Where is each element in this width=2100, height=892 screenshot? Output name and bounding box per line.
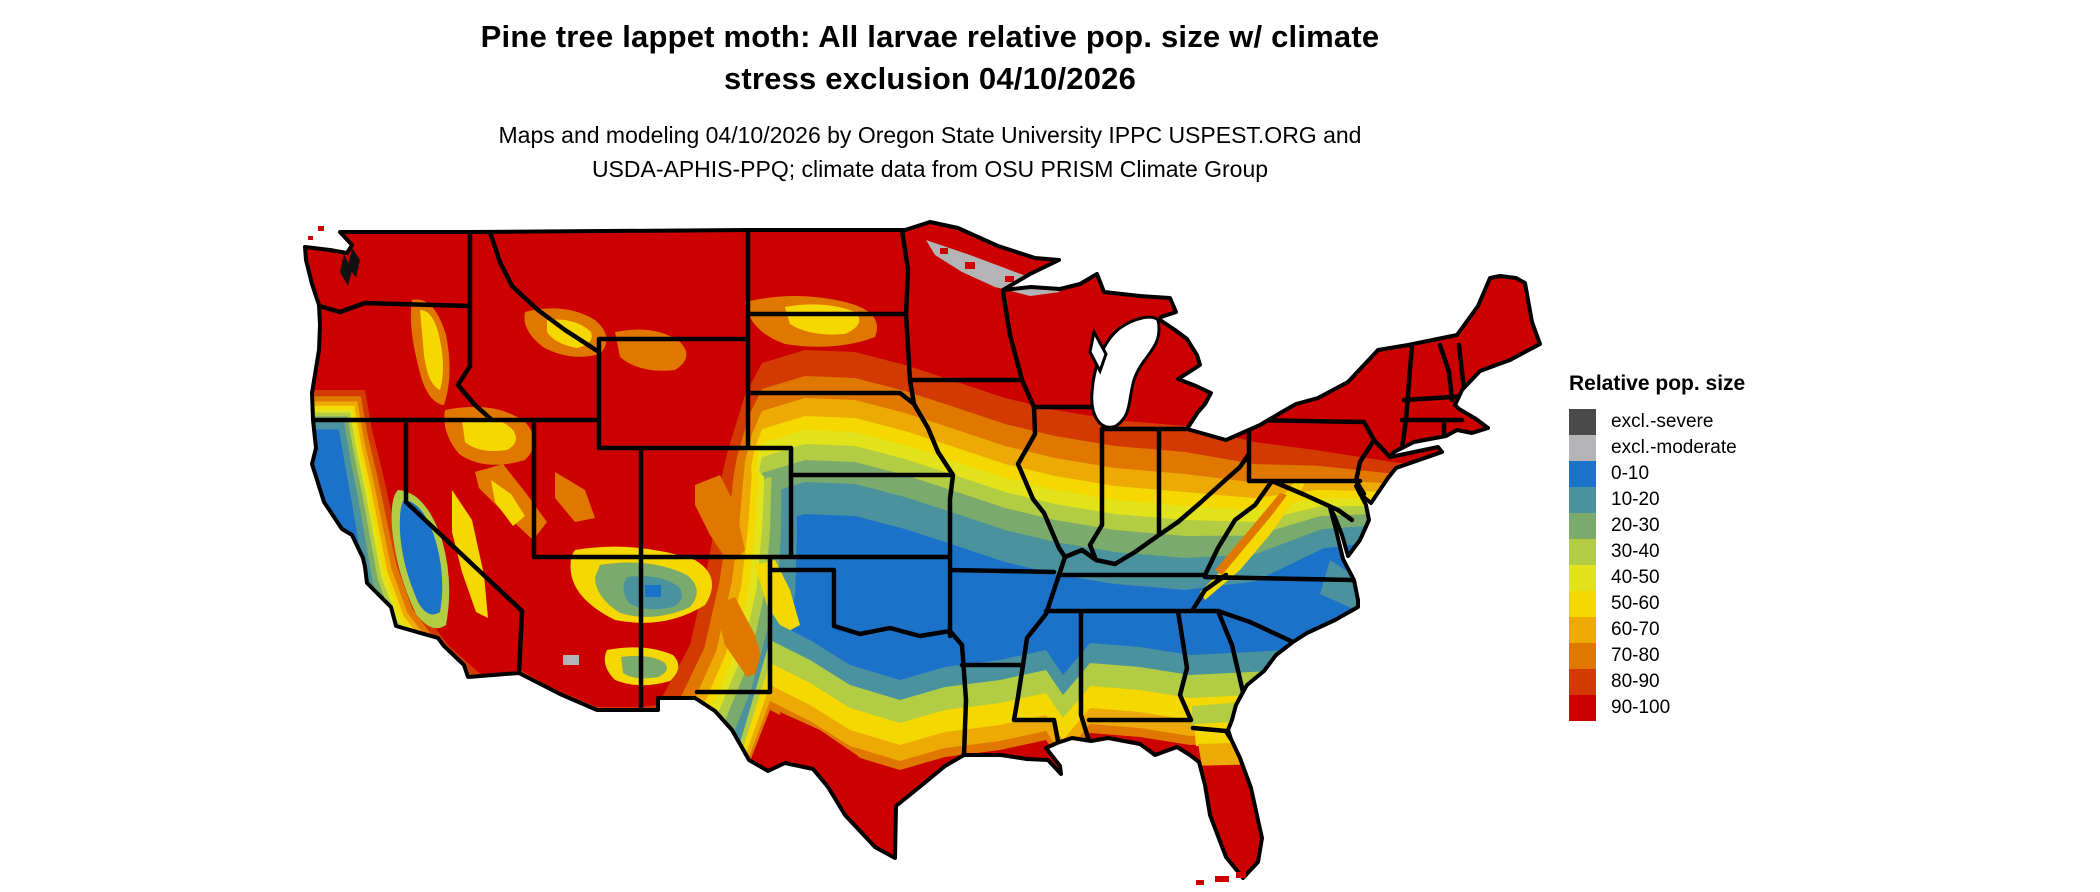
- legend-item-label: 20-30: [1611, 515, 1660, 536]
- legend-swatch-excl-moderate: [1569, 435, 1596, 461]
- state-borders: [310, 227, 1471, 758]
- legend-item-label: 10-20: [1611, 489, 1660, 510]
- legend-item: 90-100: [1569, 695, 1745, 721]
- florida-peninsula-red-zone: [1190, 764, 1268, 878]
- map-fill-layers: [305, 222, 1540, 878]
- legend-item-label: 70-80: [1611, 645, 1660, 666]
- legend-item: 50-60: [1569, 591, 1745, 617]
- legend-item: 30-40: [1569, 539, 1745, 565]
- map-subtitle-line2: USDA-APHIS-PPQ; climate data from OSU PR…: [591, 156, 1269, 182]
- legend-title: Relative pop. size: [1569, 372, 1746, 395]
- excluded-moderate-arizona-speck: [563, 655, 579, 665]
- legend-item-label: 0-10: [1611, 463, 1650, 484]
- legend-swatch-40-50: [1569, 565, 1596, 591]
- legend-item-label: 60-70: [1611, 619, 1660, 640]
- legend-swatch-80-90: [1569, 669, 1596, 695]
- florida-keys-dots: [1196, 872, 1246, 885]
- legend-item-label: 30-40: [1611, 541, 1660, 562]
- legend-swatch-20-30: [1569, 513, 1596, 539]
- lake-michigan: [1090, 315, 1161, 429]
- us-outline: [303, 220, 1542, 880]
- great-lakes: [1088, 315, 1161, 429]
- legend-item: 0-10: [1569, 461, 1745, 487]
- legend-item-label: 80-90: [1611, 671, 1660, 692]
- map-title-line2: stress exclusion 04/10/2026: [723, 61, 1137, 96]
- puget-sound-water: [340, 248, 360, 286]
- legend-item-label: 50-60: [1611, 593, 1660, 614]
- legend-item-label: excl.-moderate: [1611, 437, 1737, 458]
- legend-swatch-60-70: [1569, 617, 1596, 643]
- legend-swatch-50-60: [1569, 591, 1596, 617]
- legend-item-label: 40-50: [1611, 567, 1660, 588]
- california-central-valley: [399, 500, 443, 615]
- legend-swatch-0-10: [1569, 461, 1596, 487]
- legend-swatch-70-80: [1569, 643, 1596, 669]
- legend-swatch-30-40: [1569, 539, 1596, 565]
- legend-item: excl.-moderate: [1569, 435, 1745, 461]
- legend-item: 40-50: [1569, 565, 1745, 591]
- legend-item: 10-20: [1569, 487, 1745, 513]
- map-subtitle: Maps and modeling 04/10/2026 by Oregon S…: [0, 118, 1860, 186]
- legend-item: 70-80: [1569, 643, 1745, 669]
- legend-swatch-excl-severe: [1569, 409, 1596, 435]
- map-subtitle-line1: Maps and modeling 04/10/2026 by Oregon S…: [498, 122, 1362, 148]
- south-texas-red-zone: [780, 712, 895, 858]
- legend-item: 20-30: [1569, 513, 1745, 539]
- green-bay: [1088, 327, 1108, 375]
- legend-item-label: 90-100: [1611, 697, 1671, 718]
- legend-item: excl.-severe: [1569, 409, 1745, 435]
- legend-item: 60-70: [1569, 617, 1745, 643]
- offshore-specks: [308, 226, 324, 240]
- map-title: Pine tree lappet moth: All larvae relati…: [0, 16, 1860, 100]
- legend-swatch-90-100: [1569, 695, 1596, 721]
- legend-item-label: excl.-severe: [1611, 411, 1714, 432]
- legend-swatch-10-20: [1569, 487, 1596, 513]
- map-title-line1: Pine tree lappet moth: All larvae relati…: [480, 19, 1380, 54]
- legend-item: 80-90: [1569, 669, 1745, 695]
- legend: Relative pop. size excl.-severe excl.-mo…: [1569, 372, 1745, 721]
